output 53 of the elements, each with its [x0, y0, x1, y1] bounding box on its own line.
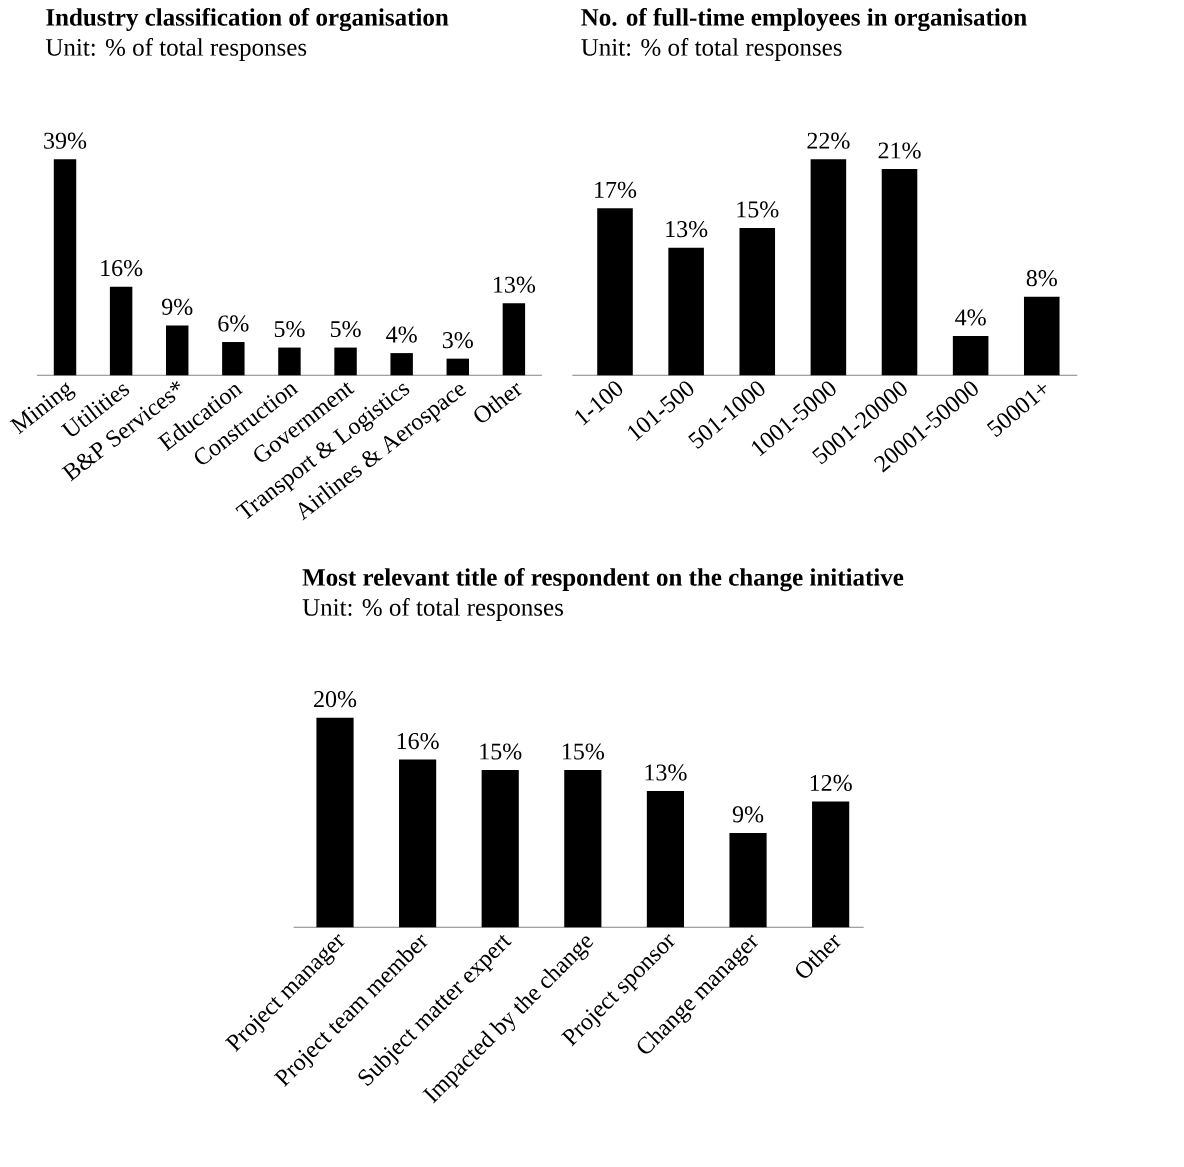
data-label: 22% — [807, 132, 850, 149]
bar — [502, 303, 526, 376]
bar — [739, 227, 776, 376]
data-label: 5% — [274, 320, 305, 338]
chart-title: Industry classification of organisation — [46, 7, 449, 31]
data-label: 12% — [810, 774, 852, 791]
data-label: 13% — [666, 220, 708, 238]
data-label: 13% — [494, 276, 536, 293]
data-label: 9% — [162, 298, 193, 315]
data-label: 17% — [595, 181, 637, 198]
bar — [316, 717, 354, 928]
bar — [222, 341, 245, 376]
data-label: 21% — [878, 142, 921, 159]
data-label: 39% — [44, 132, 87, 149]
bar — [446, 358, 469, 376]
chart-subtitle: Unit: % of total responses — [581, 37, 842, 61]
data-label: 15% — [480, 743, 522, 760]
data-label: 4% — [386, 326, 417, 343]
data-label: 5% — [330, 320, 361, 338]
x-tick-label: Other — [474, 382, 522, 423]
data-label: 20% — [314, 690, 357, 708]
bar — [646, 790, 685, 928]
bar — [812, 801, 850, 928]
bar — [481, 769, 519, 928]
data-label: 4% — [955, 309, 986, 326]
bar — [390, 352, 413, 376]
bar — [810, 159, 847, 376]
data-label: 3% — [442, 331, 473, 349]
bar — [334, 347, 357, 376]
chart-title: Most relevant title of respondent on the change initiative — [302, 567, 904, 591]
data-label: 6% — [218, 315, 249, 332]
data-label: 15% — [737, 201, 779, 218]
bar — [597, 208, 633, 376]
bar — [881, 168, 918, 376]
bar — [278, 347, 301, 376]
chart-subtitle: Unit: % of total responses — [45, 37, 307, 61]
bar — [564, 769, 602, 928]
bar — [109, 286, 133, 376]
bar — [399, 759, 437, 928]
data-label: 15% — [562, 743, 605, 760]
bar — [53, 159, 77, 376]
chart-subtitle: Unit: % of total responses — [302, 597, 563, 621]
bar — [166, 325, 189, 376]
data-label: 8% — [1026, 269, 1057, 287]
data-label: 9% — [732, 806, 764, 823]
bar — [1023, 296, 1060, 376]
bar — [952, 335, 989, 376]
data-label: 16% — [397, 732, 439, 750]
data-label: 13% — [645, 764, 687, 781]
chart-title: No. of full-time employees in organisation — [581, 7, 1027, 31]
data-label: 16% — [101, 259, 143, 277]
bar — [668, 247, 704, 376]
bar — [729, 832, 767, 928]
